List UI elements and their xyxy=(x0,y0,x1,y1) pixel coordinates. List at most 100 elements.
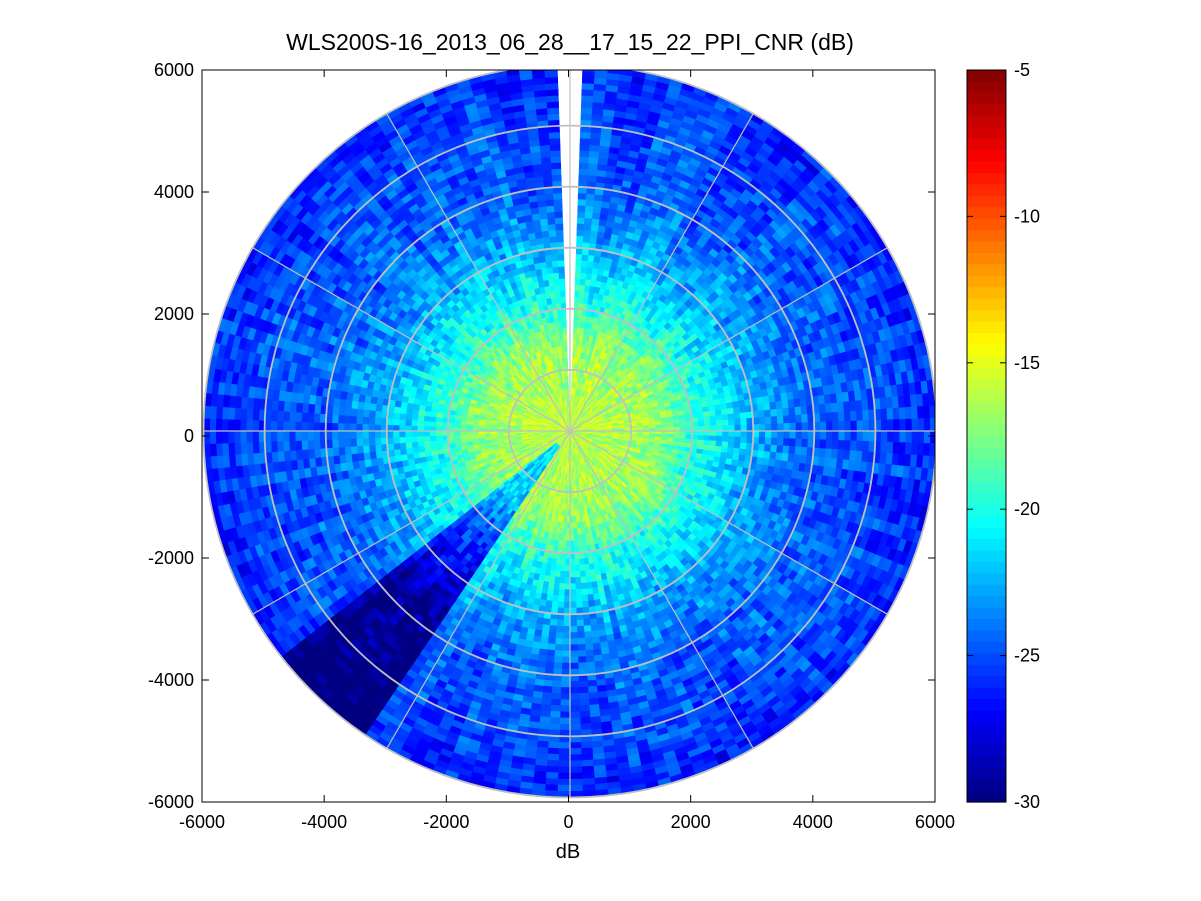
cnr-cell xyxy=(583,223,593,231)
cnr-cell xyxy=(739,405,747,414)
cnr-cell xyxy=(856,430,864,442)
cnr-cell xyxy=(893,430,901,443)
cnr-cell xyxy=(580,272,587,280)
cnr-cell xyxy=(825,412,833,423)
cnr-cell xyxy=(910,406,919,420)
cnr-cell xyxy=(648,424,656,429)
cnr-cell xyxy=(703,415,711,422)
cnr-cell xyxy=(844,430,852,442)
cnr-cell xyxy=(788,407,796,417)
cnr-cell xyxy=(801,414,809,424)
cnr-cell xyxy=(574,284,581,292)
cnr-cell xyxy=(728,424,736,432)
cnr-cell xyxy=(795,422,803,432)
cnr-cell xyxy=(740,430,748,438)
cnr-cell xyxy=(715,435,723,443)
cnr-cell xyxy=(832,421,840,432)
cnr-cell xyxy=(582,235,591,244)
cnr-cell xyxy=(832,430,840,441)
cnr-cell xyxy=(734,436,742,444)
cnr-cell xyxy=(697,421,705,427)
cnr-cell xyxy=(911,418,919,432)
cnr-cell xyxy=(587,168,598,177)
cnr-cell xyxy=(654,424,662,429)
cnr-cell xyxy=(789,414,797,424)
cnr-cell xyxy=(734,418,742,426)
cnr-cell xyxy=(892,441,900,455)
cnr-cell xyxy=(587,162,599,171)
cnr-cell xyxy=(580,101,594,109)
cnr-cell xyxy=(782,415,791,424)
cnr-cell xyxy=(898,442,907,455)
cnr-cell xyxy=(818,403,827,414)
cnr-cell xyxy=(710,430,717,437)
cnr-cell xyxy=(721,419,730,427)
cnr-cell xyxy=(910,442,919,456)
cnr-cell xyxy=(770,416,778,425)
cnr-cell xyxy=(782,445,790,455)
cnr-cell xyxy=(578,168,589,176)
cnr-cell xyxy=(850,430,858,442)
cnr-cell xyxy=(880,408,888,421)
cnr-cell xyxy=(584,217,593,225)
cnr-cell xyxy=(716,425,724,432)
cnr-cell xyxy=(716,430,724,437)
cnr-cell xyxy=(758,437,766,445)
cnr-cell xyxy=(904,406,913,420)
cnr-cell xyxy=(679,426,687,432)
cnr-cell xyxy=(771,430,779,439)
chart-title: WLS200S-16_2013_06_28__17_15_22_PPI_CNR … xyxy=(286,29,854,55)
cnr-cell xyxy=(710,425,717,432)
cnr-cell xyxy=(862,420,870,432)
cnr-cell xyxy=(697,416,705,423)
cnr-cell xyxy=(856,410,864,422)
cnr-cell xyxy=(679,422,687,428)
cnr-heatmap xyxy=(203,70,935,798)
cnr-cell xyxy=(783,430,791,440)
cnr-cell xyxy=(576,216,586,225)
cnr-cell xyxy=(740,424,748,432)
cnr-cell xyxy=(722,430,730,437)
cnr-cell xyxy=(581,94,594,103)
cnr-cell xyxy=(843,411,852,422)
cnr-cell xyxy=(580,113,593,121)
cnr-cell xyxy=(764,409,772,418)
cnr-cell xyxy=(722,425,730,432)
cnr-cell xyxy=(917,430,925,444)
cnr-cell xyxy=(770,408,778,418)
cnr-cell xyxy=(880,419,888,432)
cnr-cell xyxy=(758,430,766,439)
cnr-cell xyxy=(728,430,736,438)
cnr-cell xyxy=(899,418,907,432)
cnr-cell xyxy=(583,229,592,237)
cnr-cell xyxy=(905,430,913,444)
cnr-cell xyxy=(844,420,852,432)
cnr-cell xyxy=(776,415,785,425)
cnr-cell xyxy=(576,235,584,243)
cnr-cell xyxy=(576,229,585,237)
cnr-cell xyxy=(825,439,833,450)
cnr-cell xyxy=(880,430,888,443)
cnr-cell xyxy=(703,420,711,427)
cnr-cell xyxy=(776,437,785,447)
cnr-cell xyxy=(769,401,777,411)
cnr-cell xyxy=(929,430,935,445)
cnr-cell xyxy=(588,156,600,165)
cnr-cell xyxy=(585,193,596,201)
cnr-cell xyxy=(579,149,590,158)
cnr-cell xyxy=(574,296,580,304)
cnr-cell xyxy=(856,420,864,432)
cnr-cell xyxy=(795,414,803,424)
cnr-cell xyxy=(697,435,705,441)
cnr-cell xyxy=(577,198,587,206)
cnr-cell xyxy=(789,430,797,440)
cnr-cell xyxy=(849,440,858,452)
cnr-cell xyxy=(923,405,931,419)
cnr-cell xyxy=(739,442,748,450)
cnr-cell xyxy=(771,423,779,432)
cnr-cell xyxy=(733,442,741,450)
cnr-cell xyxy=(794,446,802,456)
cnr-cell xyxy=(581,253,589,262)
cnr-cell xyxy=(818,448,827,459)
